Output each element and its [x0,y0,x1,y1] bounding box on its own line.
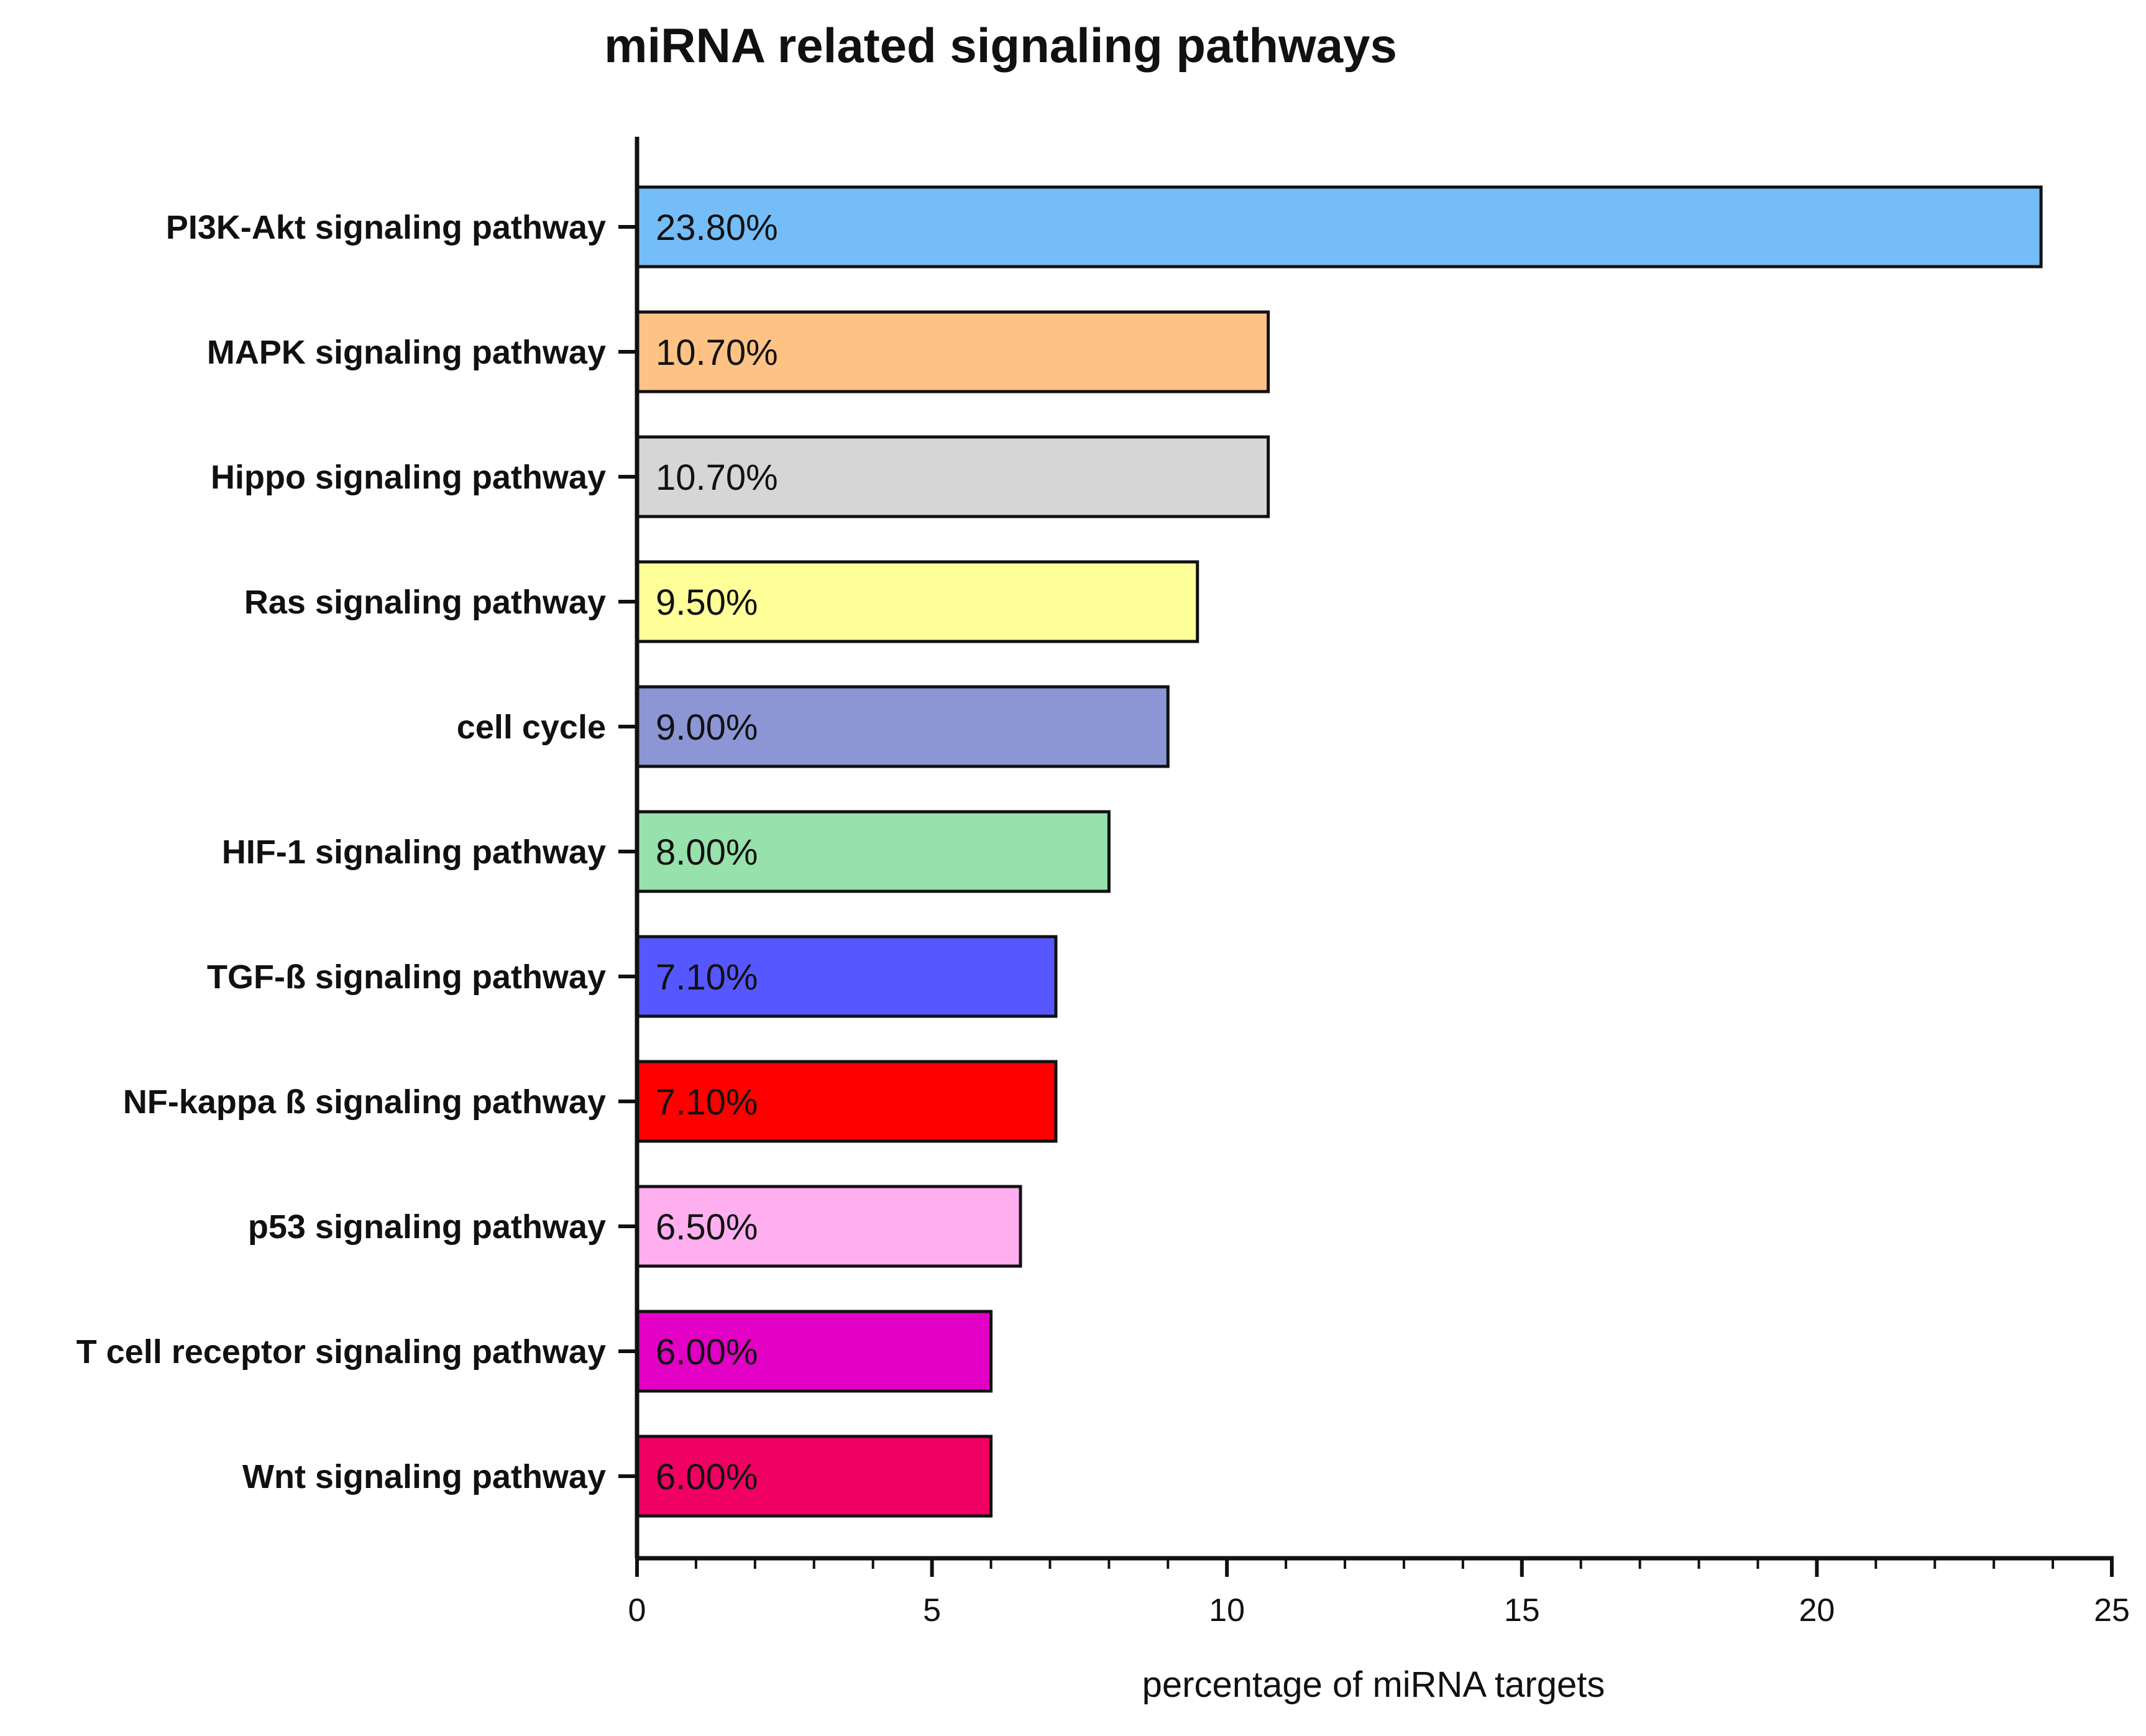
data-labels: 23.80% 10.70% 10.70% 9.50% 9.00% 8.00% 7.10% 7.… [656,208,778,1497]
data-label: 10.70% [656,333,778,373]
x-tick-label: 25 [2094,1592,2130,1628]
bar-group [635,185,2043,1518]
category-label: TGF-ß signaling pathway [207,958,606,996]
axes [618,137,2114,1577]
data-label: 23.80% [656,208,778,248]
bar [635,1060,1058,1143]
bar [635,435,1270,518]
chart-title: miRNA related signaling pathways [604,18,1397,73]
bar [635,685,1170,768]
category-label: NF-kappa ß signaling pathway [123,1083,606,1121]
data-label: 6.50% [656,1207,758,1247]
category-label: Ras signaling pathway [244,584,606,621]
data-label: 9.00% [656,707,758,748]
category-label: MAPK signaling pathway [207,334,606,371]
x-tick-label: 0 [628,1592,646,1628]
category-label: HIF-1 signaling pathway [222,834,606,871]
x-tick-labels: 0 5 10 15 20 25 [628,1592,2130,1628]
data-label: 6.00% [656,1457,758,1497]
bar [635,1435,993,1518]
category-label: Hippo signaling pathway [211,459,606,496]
bar [635,310,1270,393]
category-label: cell cycle [457,709,606,746]
data-label: 7.10% [656,1082,758,1123]
category-label: T cell receptor signaling pathway [76,1333,606,1371]
x-axis-title: percentage of miRNA targets [1142,1665,1605,1705]
bar [635,185,2043,269]
category-label: PI3K-Akt signaling pathway [166,209,606,246]
data-label: 7.10% [656,957,758,998]
category-label: Wnt signaling pathway [242,1458,606,1495]
bar [635,560,1199,643]
data-label: 9.50% [656,582,758,623]
x-tick-label: 15 [1504,1592,1540,1628]
category-label: p53 signaling pathway [248,1208,606,1246]
x-tick-label: 20 [1799,1592,1835,1628]
data-label: 6.00% [656,1332,758,1372]
category-labels: PI3K-Akt signaling pathway MAPK signaling… [76,209,606,1495]
data-label: 8.00% [656,832,758,873]
x-tick-label: 5 [923,1592,941,1628]
data-label: 10.70% [656,457,778,498]
bar [635,810,1111,893]
x-tick-label: 10 [1209,1592,1245,1628]
